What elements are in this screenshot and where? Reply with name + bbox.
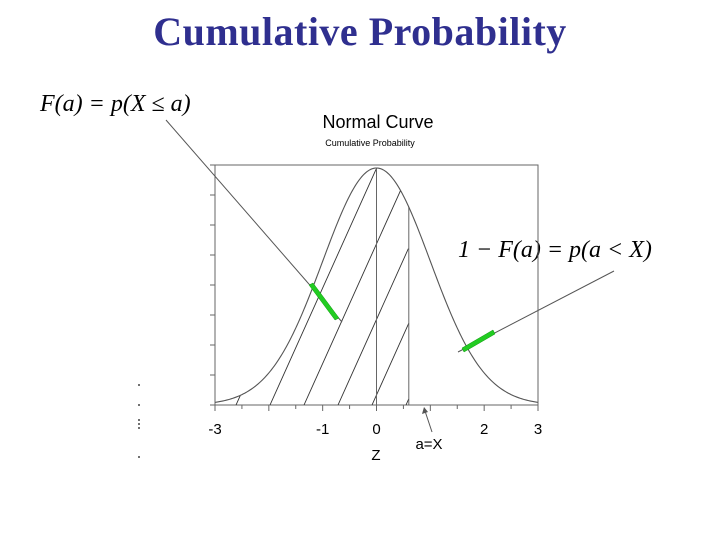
- hatch-line: [371, 323, 410, 405]
- plot-subtitle: Cumulative Probability: [325, 138, 415, 148]
- a-marker-arrow: [424, 410, 433, 433]
- complement-formula: 1 − F(a) = p(a < X): [458, 237, 652, 263]
- x-tick-label: 2: [480, 421, 488, 438]
- x-tick-label: -1: [316, 421, 329, 438]
- x-tick-label: 3: [534, 421, 542, 438]
- left-margin-dots: [138, 384, 140, 458]
- x-axis-ticks: [214, 405, 539, 411]
- a-marker-label: a=X: [415, 436, 442, 453]
- cumulative-area-hatching: [235, 169, 410, 405]
- hatch-line: [269, 169, 377, 405]
- hatch-line: [303, 190, 401, 405]
- x-axis-label: Z: [371, 447, 380, 464]
- hatch-line: [405, 398, 410, 405]
- hatch-line: [337, 248, 409, 405]
- slide-title: Cumulative Probability: [153, 9, 567, 54]
- normal-curve: [214, 167, 539, 403]
- right-pointer-arrow: [457, 270, 615, 353]
- y-axis-ticks: [210, 164, 215, 406]
- cdf-formula: F(a) = p(X ≤ a): [39, 91, 191, 117]
- a-marker-arrowhead: [422, 407, 428, 414]
- plot-title: Normal Curve: [322, 112, 433, 132]
- x-tick-label: -3: [208, 421, 221, 438]
- hatch-line: [235, 395, 241, 405]
- x-axis-tick-labels: -3 -1 0 2 3: [208, 421, 542, 438]
- left-arrowhead: [308, 282, 340, 321]
- right-arrowhead: [461, 329, 496, 353]
- x-tick-label: 0: [372, 421, 380, 438]
- left-pointer-arrow: [165, 119, 343, 323]
